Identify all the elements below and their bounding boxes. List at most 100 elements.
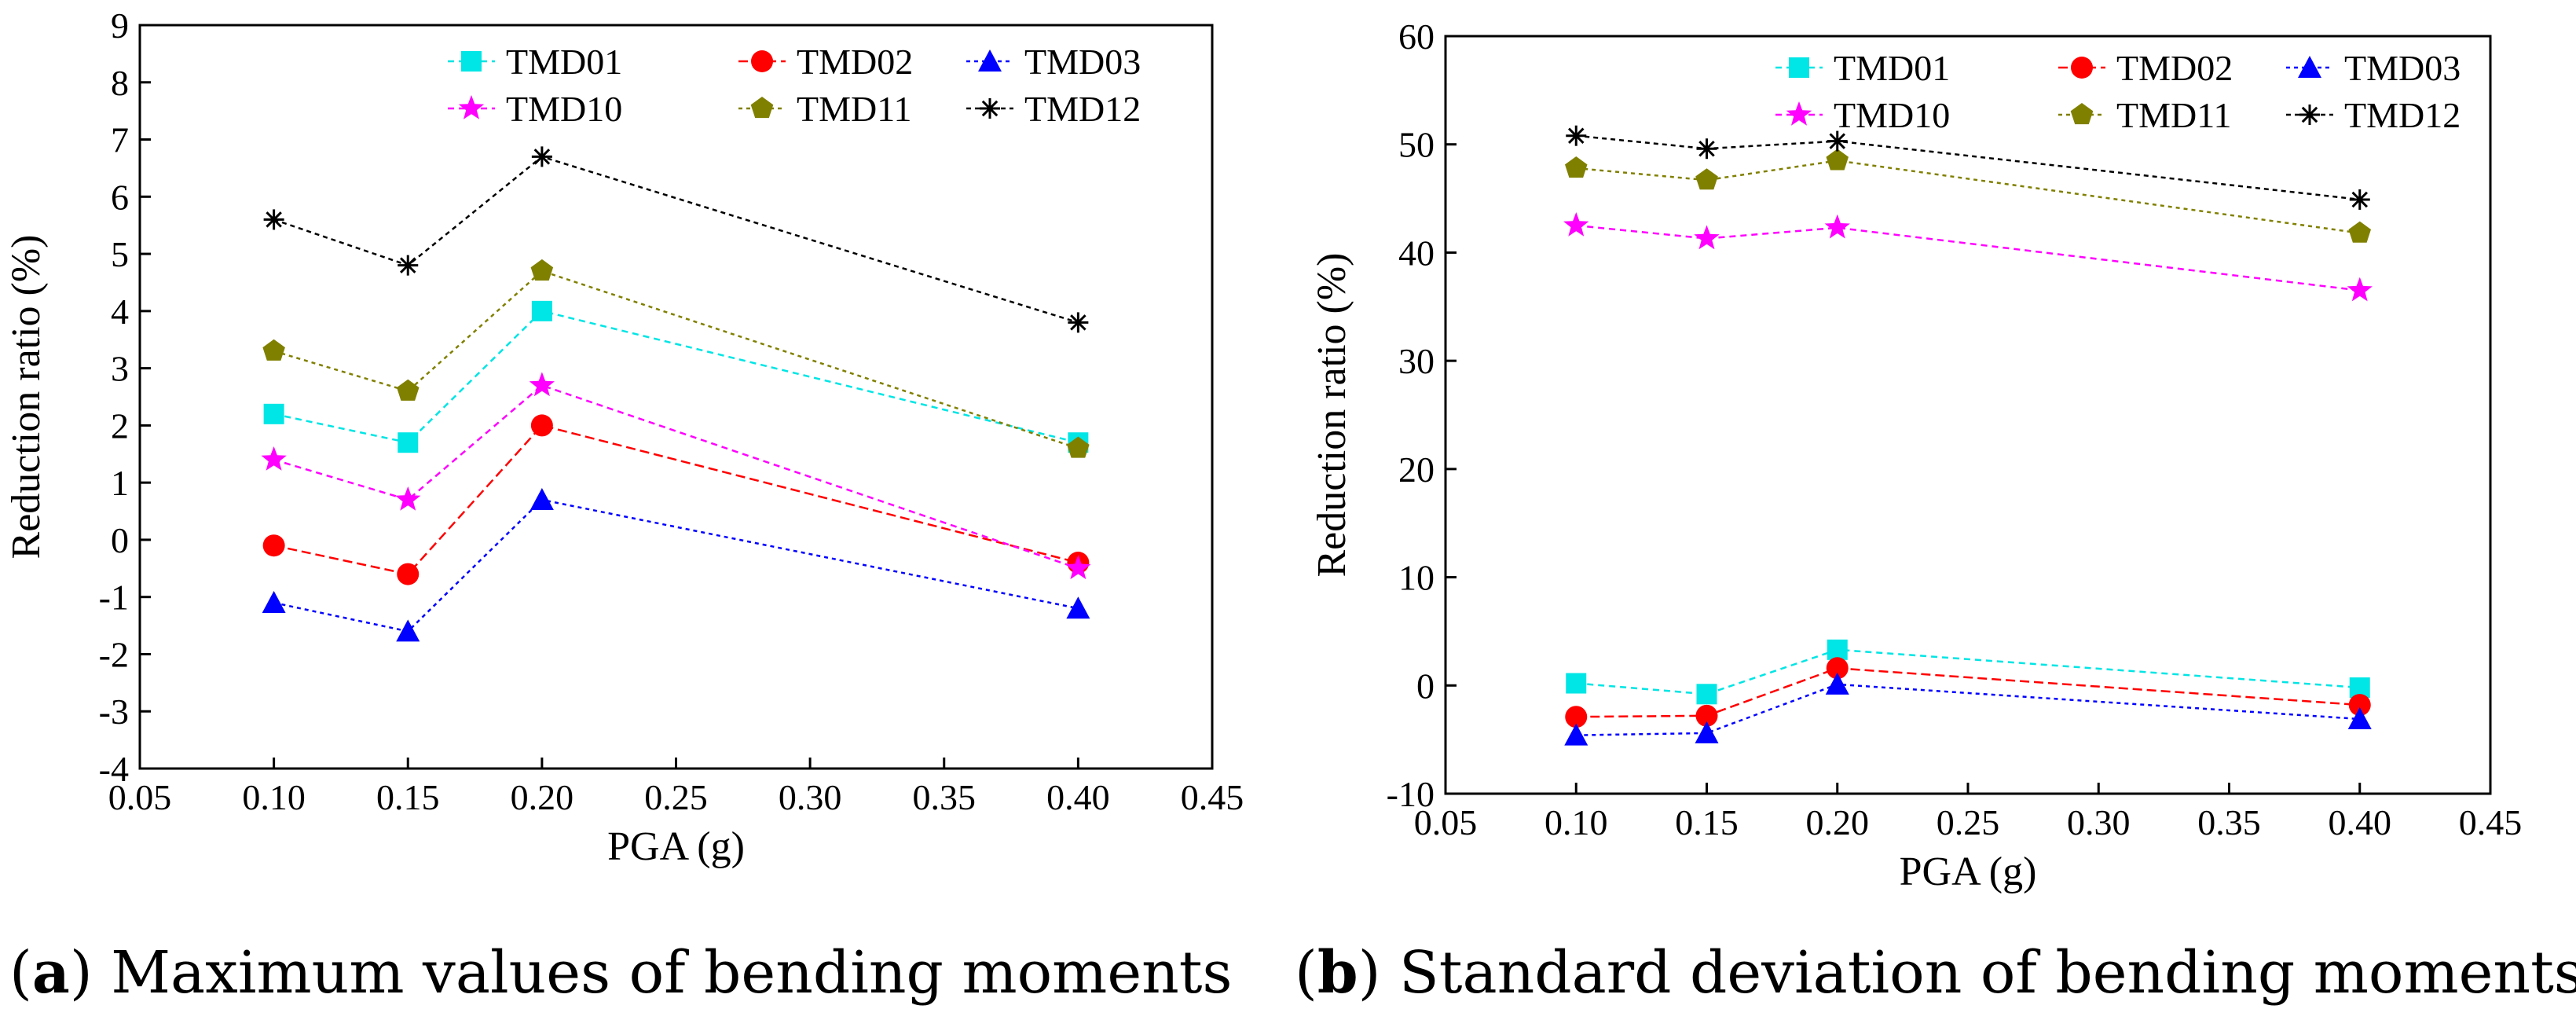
data-point [1694, 225, 1720, 250]
legend-label: TMD01 [506, 42, 622, 82]
asterisk-stroke [1829, 133, 1846, 149]
data-point [262, 339, 285, 361]
legend-marker [980, 98, 1000, 119]
series-tmd02 [1565, 657, 2371, 728]
y-tick-label: 0 [1416, 666, 1435, 706]
y-tick-label: 9 [111, 6, 129, 46]
data-point [529, 372, 555, 397]
asterisk-stroke [1070, 314, 1086, 331]
asterisk-stroke [1567, 127, 1585, 144]
x-tick-label: 0.45 [2459, 802, 2523, 842]
legend-entry-tmd10: TMD10 [448, 89, 622, 129]
y-tick-label: 10 [1398, 558, 1435, 598]
legend-entry-tmd03: TMD03 [2286, 48, 2461, 88]
series-tmd12 [1566, 125, 2370, 210]
legend-label: TMD03 [1024, 42, 1141, 82]
legend-marker [2298, 56, 2321, 78]
data-point [1565, 156, 1588, 178]
series-line [273, 424, 1079, 575]
asterisk-stroke [981, 100, 999, 117]
series-line [273, 498, 1079, 633]
x-tick-label: 0.20 [1806, 802, 1870, 842]
caption-a: (a) Maximum values of bending moments [9, 939, 1233, 1007]
data-point [1825, 672, 1849, 695]
y-tick-label: 7 [111, 120, 129, 160]
legend-label: TMD03 [2344, 48, 2461, 88]
data-point [1065, 555, 1091, 580]
data-point [2347, 706, 2372, 729]
y-tick-label: 4 [111, 292, 129, 332]
x-tick-label: 0.05 [1414, 802, 1478, 842]
data-point [263, 403, 284, 424]
x-tick-label: 0.05 [108, 777, 172, 817]
x-tick-label: 0.30 [779, 777, 842, 817]
series-line [1576, 224, 2360, 292]
x-tick-label: 0.35 [913, 777, 977, 817]
asterisk-stroke [2351, 191, 2369, 208]
legend-marker [1789, 57, 1809, 78]
series-tmd01 [263, 300, 1089, 453]
series-tmd11 [262, 259, 1090, 458]
x-tick-label: 0.15 [1675, 802, 1739, 842]
x-tick-label: 0.40 [2329, 802, 2392, 842]
legend-entry-tmd02: TMD02 [738, 42, 913, 82]
asterisk-stroke [533, 149, 551, 165]
data-point [263, 209, 284, 230]
data-point [1563, 212, 1589, 237]
legend-entry-tmd10: TMD10 [1775, 95, 1950, 135]
legend-marker [978, 50, 1002, 72]
data-point [1068, 312, 1089, 333]
x-tick-label: 0.10 [1545, 802, 1608, 842]
data-point [529, 487, 554, 510]
y-tick-label: 40 [1398, 233, 1435, 273]
legend-marker [458, 95, 485, 119]
y-tick-label: 5 [111, 234, 129, 274]
y-tick-label: 50 [1398, 125, 1435, 165]
series-line [1576, 667, 2360, 718]
series-line [1576, 648, 2360, 695]
y-tick-label: 60 [1398, 17, 1435, 57]
series-line [273, 270, 1079, 449]
data-point [1826, 149, 1849, 171]
legend-entry-tmd12: TMD12 [966, 89, 1141, 129]
legend-label: TMD11 [2116, 95, 2232, 135]
y-tick-label: -3 [99, 692, 129, 732]
series-tmd01 [1566, 639, 2370, 705]
chart-panel-a: 0.05 0.10 0.15 0.20 0.25 0.30 0.35 0.40 0.45 -4 -3… [4, 6, 1244, 869]
data-point [262, 534, 285, 557]
legend-label: TMD10 [506, 89, 622, 129]
data-point [2349, 189, 2370, 210]
x-tick-label: 0.30 [2067, 802, 2131, 842]
x-tick-label: 0.10 [242, 777, 306, 817]
y-tick-label: 8 [111, 63, 129, 103]
y-tick-label: -1 [99, 578, 129, 618]
y-tick-label: 0 [111, 520, 129, 560]
data-point [1827, 130, 1848, 152]
data-point [530, 259, 554, 281]
y-tick-label: -10 [1387, 774, 1435, 814]
legend-label: TMD11 [797, 89, 912, 129]
data-point [1695, 704, 1718, 727]
series-tmd02 [262, 414, 1090, 585]
data-point [262, 590, 286, 613]
data-point [1566, 125, 1587, 146]
plot-frame [1444, 35, 2492, 795]
data-point [531, 146, 552, 167]
series-tmd11 [1565, 149, 2371, 243]
data-point [1566, 673, 1587, 694]
data-point [1564, 723, 1588, 746]
legend-marker [750, 97, 774, 119]
data-point [2348, 221, 2371, 243]
series-tmd03 [1564, 672, 2372, 746]
data-point [1826, 657, 1849, 680]
legend-entry-tmd03: TMD03 [966, 42, 1141, 82]
data-point [397, 563, 420, 585]
x-tick-label: 0.15 [376, 777, 440, 817]
legend-label: TMD12 [2344, 95, 2461, 135]
data-point [397, 379, 420, 401]
legend-entry-tmd12: TMD12 [2286, 95, 2461, 135]
chart-panel-b: 0.05 0.10 0.15 0.20 0.25 0.30 0.35 0.40 0.45 -10 0… [1310, 17, 2522, 894]
legend-marker [2071, 57, 2093, 79]
data-point [1827, 639, 1848, 660]
